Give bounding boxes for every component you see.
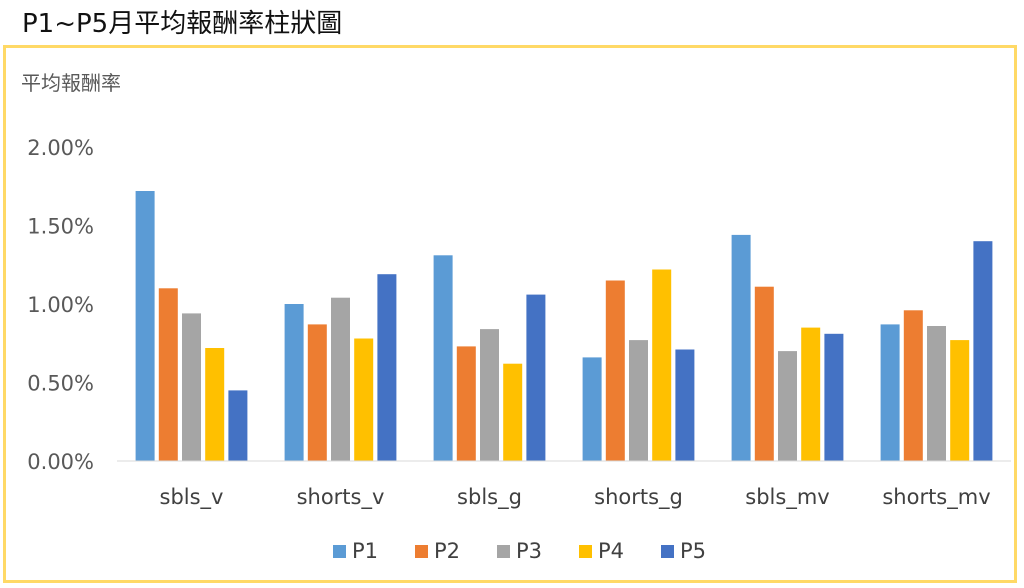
bar-p5-shorts-mv[interactable] [973, 241, 993, 461]
legend-swatch [579, 545, 592, 558]
y-axis-title: 平均報酬率 [21, 71, 121, 95]
legend-swatch [497, 545, 510, 558]
bar-p3-shorts-g[interactable] [629, 340, 648, 461]
legend[interactable]: P1 P2 P3 P4 P5 [333, 539, 706, 563]
legend-item-p3[interactable]: P3 [497, 539, 542, 563]
x-category-label: shorts_g [594, 485, 683, 510]
bar-p5-sbls-v[interactable] [228, 390, 248, 461]
y-tick-label: 0.00% [27, 450, 94, 474]
bar-p3-shorts-v[interactable] [331, 297, 350, 461]
bar-p1-sbls-g[interactable] [433, 255, 453, 461]
bar-p3-sbls-v[interactable] [182, 313, 201, 461]
legend-swatch [661, 545, 674, 558]
bar-p1-shorts-g[interactable] [582, 357, 602, 461]
bars [135, 191, 993, 462]
x-category-label: shorts_v [297, 485, 385, 510]
chart-frame: 平均報酬率 0.00% 0.50% 1.00% 1.50% 2.00% sbls_v sh… [3, 45, 1017, 583]
bar-p3-shorts-mv[interactable] [927, 326, 946, 461]
bar-p2-sbls-mv[interactable] [754, 286, 774, 461]
bar-p5-sbls-mv[interactable] [824, 333, 844, 461]
x-axis-categories: sbls_v shorts_v sbls_g shorts_g sbls_mv short… [160, 485, 991, 510]
legend-item-p4[interactable]: P4 [579, 539, 624, 563]
bar-p4-sbls-g[interactable] [503, 363, 523, 461]
y-tick-label: 1.00% [27, 293, 94, 317]
x-category-label: sbls_g [457, 485, 522, 510]
y-tick-label: 0.50% [27, 372, 94, 396]
bar-p5-shorts-g[interactable] [675, 349, 695, 462]
x-category-label: shorts_mv [882, 485, 990, 510]
bar-p1-sbls-v[interactable] [135, 191, 155, 461]
bar-p4-shorts-g[interactable] [652, 269, 672, 462]
y-tick-label: 2.00% [27, 136, 94, 160]
bar-p2-shorts-g[interactable] [605, 280, 625, 462]
bar-p2-shorts-mv[interactable] [903, 310, 923, 461]
bar-p4-sbls-mv[interactable] [801, 327, 821, 461]
bar-chart: 平均報酬率 0.00% 0.50% 1.00% 1.50% 2.00% sbls_v sh… [21, 71, 1011, 563]
legend-label: P1 [352, 539, 378, 563]
bar-p1-shorts-mv[interactable] [880, 324, 900, 461]
legend-item-p2[interactable]: P2 [415, 539, 460, 563]
legend-label: P3 [516, 539, 542, 563]
bar-p4-shorts-v[interactable] [354, 338, 374, 462]
bar-p3-sbls-mv[interactable] [778, 351, 797, 461]
y-tick-label: 1.50% [27, 215, 94, 239]
bar-p3-sbls-g[interactable] [480, 329, 499, 461]
bar-p5-sbls-g[interactable] [526, 294, 546, 461]
x-category-label: sbls_mv [745, 485, 829, 510]
bar-p1-shorts-v[interactable] [284, 304, 304, 461]
legend-item-p5[interactable]: P5 [661, 539, 706, 563]
bar-p2-shorts-v[interactable] [307, 324, 327, 461]
bar-p4-sbls-v[interactable] [205, 348, 225, 461]
legend-item-p1[interactable]: P1 [333, 539, 378, 563]
bar-p4-shorts-mv[interactable] [950, 340, 970, 461]
x-category-label: sbls_v [160, 485, 224, 510]
bar-p1-sbls-mv[interactable] [731, 234, 751, 461]
bar-p2-sbls-g[interactable] [456, 346, 476, 461]
legend-swatch [333, 545, 346, 558]
page-title: P1~P5月平均報酬率柱狀圖 [22, 9, 343, 39]
bar-p2-sbls-v[interactable] [158, 288, 178, 461]
legend-label: P2 [434, 539, 460, 563]
bar-p5-shorts-v[interactable] [377, 274, 397, 461]
legend-label: P4 [598, 539, 624, 563]
legend-label: P5 [680, 539, 706, 563]
y-axis-ticks: 0.00% 0.50% 1.00% 1.50% 2.00% [27, 136, 94, 474]
legend-swatch [415, 545, 428, 558]
